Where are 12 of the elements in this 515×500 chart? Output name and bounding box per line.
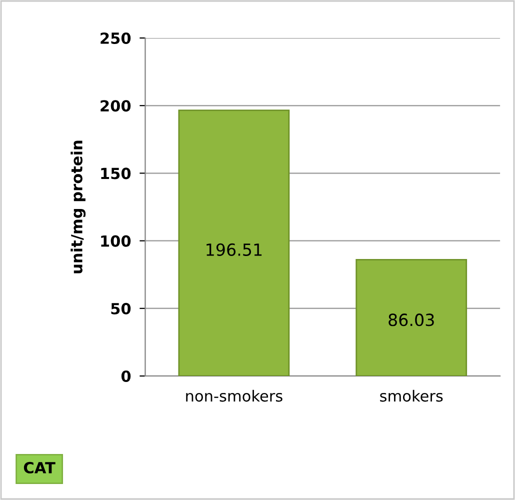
y-axis-title: unit/mg protein — [70, 140, 86, 274]
y-tick-label: 150 — [101, 168, 131, 180]
x-tick-label: smokers — [380, 390, 443, 402]
x-tick-label: non-smokers — [186, 390, 282, 402]
y-tick-label: 50 — [111, 302, 131, 314]
y-tick-label: 0 — [121, 370, 131, 382]
y-tick-label: 250 — [100, 32, 131, 44]
text: CAT — [24, 462, 56, 474]
data-label: 196.51 — [206, 243, 262, 256]
data-label: 86.03 — [388, 314, 434, 326]
y-tick-label: 200 — [100, 100, 131, 112]
y-tick-label: 100 — [101, 235, 131, 247]
